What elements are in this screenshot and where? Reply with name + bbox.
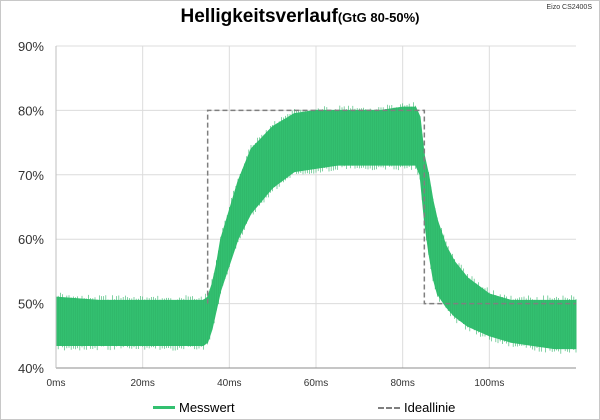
x-tick-label: 40ms [217, 378, 241, 389]
chart-title-subtitle: (GtG 80-50%) [337, 10, 420, 25]
legend-label-messwert: Messwert [179, 400, 235, 415]
x-tick-label: 100ms [474, 378, 504, 389]
series-ideallinie [206, 109, 576, 305]
y-tick-label: 60% [18, 232, 44, 247]
legend-swatch-ideallinie [378, 406, 400, 409]
axis-layer: 40% 50% 60% 70% 80% 90% 0ms 20ms 40ms 60ms 80ms 100… [18, 39, 576, 389]
chart-plot: 40% 50% 60% 70% 80% 90% 0ms 20ms 40ms 60ms 80ms 100… [18, 39, 577, 389]
chart-title: Helligkeitsverlauf(GtG 80-50%) [0, 6, 600, 28]
legend-label-ideallinie: Ideallinie [404, 400, 456, 415]
legend-item-ideallinie: Ideallinie [378, 400, 455, 415]
y-tick-label: 40% [18, 361, 44, 376]
y-tick-label: 90% [18, 39, 44, 54]
x-tick-label: 0ms [47, 378, 66, 389]
x-tick-label: 20ms [130, 378, 154, 389]
y-tick-label: 80% [18, 103, 44, 118]
legend-swatch-messwert [153, 406, 175, 409]
legend-item-messwert: Messwert [153, 400, 235, 415]
x-tick-label: 60ms [304, 378, 328, 389]
series-layer [55, 102, 577, 354]
device-label: Eizo CS2400S [546, 4, 592, 11]
legend: Messwert Ideallinie [0, 400, 600, 418]
y-tick-label: 70% [18, 168, 44, 183]
y-tick-label: 50% [18, 297, 44, 312]
chart-title-main: Helligkeitsverlauf [180, 6, 338, 27]
x-tick-label: 80ms [390, 378, 414, 389]
